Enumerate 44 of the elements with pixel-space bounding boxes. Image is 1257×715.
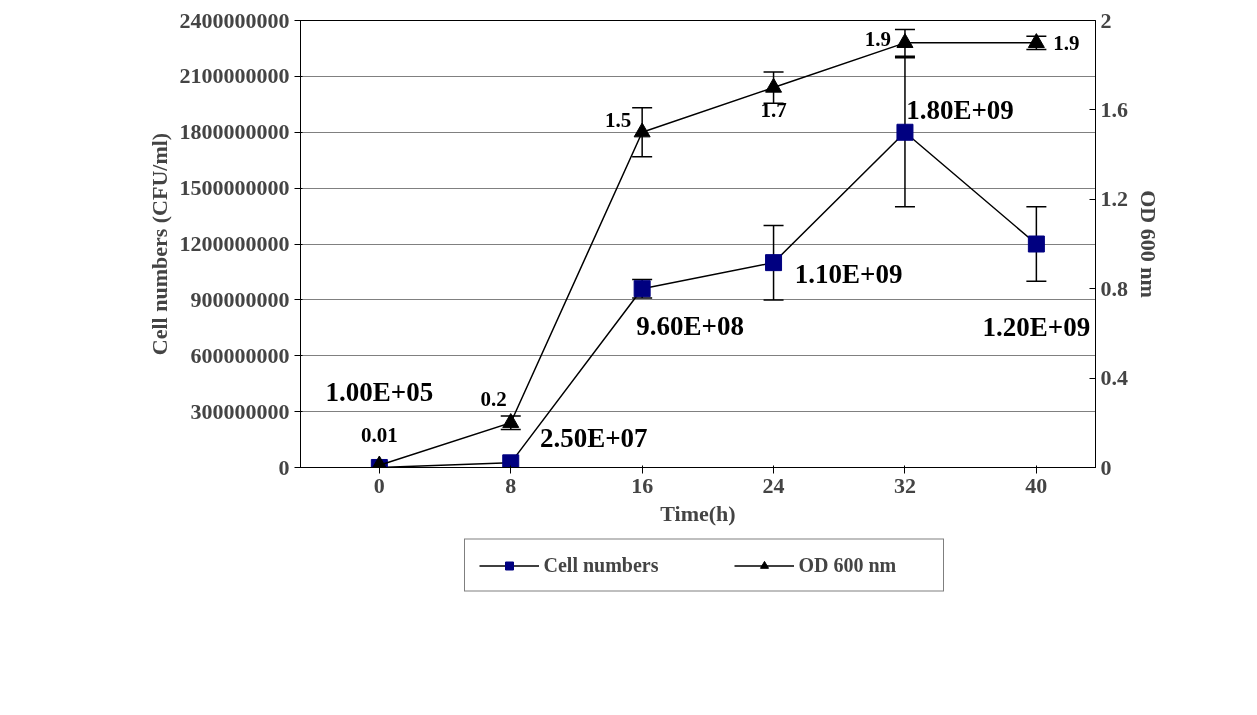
point	[896, 33, 914, 48]
data-label: 1.9	[1053, 30, 1080, 55]
data-label: 0.2	[480, 386, 507, 411]
y2-tick-label: 1.6	[1100, 96, 1128, 122]
y-axis-title: Cell numbers (CFU/ml)	[146, 132, 172, 356]
data-label: 0.01	[360, 423, 398, 448]
x-tick-label: 16	[631, 472, 654, 498]
x-tick-label: 8	[505, 472, 517, 498]
data-label: 1.5	[605, 108, 632, 133]
data-label: 9.60E+08	[636, 310, 744, 341]
y-tick-label: 900000000	[190, 286, 290, 312]
x-tick-label: 40	[1025, 472, 1048, 498]
y2-tick-label: 1.2	[1100, 186, 1128, 212]
y-tick-label: 2100000000	[179, 63, 290, 89]
data-label: 1.9	[864, 26, 892, 51]
y-tick-label: 600000000	[190, 342, 290, 368]
data-label: 1.20E+09	[982, 312, 1091, 342]
x-tick-label: 24	[762, 472, 785, 498]
point	[765, 77, 783, 93]
point	[765, 254, 783, 272]
point	[633, 122, 651, 138]
data-label: 1.10E+09	[794, 258, 903, 289]
y-tick-label: 1500000000	[179, 175, 290, 201]
data-label: 1.00E+05	[325, 377, 434, 408]
y2-tick-label: 0.4	[1100, 365, 1128, 391]
legend-label: OD 600 nm	[798, 553, 898, 577]
point	[1027, 235, 1045, 253]
y-tick-label: 1200000000	[179, 231, 290, 256]
data-label: 1.80E+09	[906, 95, 1014, 126]
y2-axis-title: OD 600 nm	[1136, 190, 1161, 298]
point	[896, 123, 914, 141]
y-tick-label: 300000000	[190, 398, 290, 424]
y2-tick-label: 0	[1100, 454, 1112, 480]
x-axis-title: Time(h)	[660, 500, 736, 526]
y-tick-label: 2400000000	[179, 7, 290, 33]
legend-label: Cell numbers	[543, 553, 660, 577]
y2-tick-label: 0.8	[1100, 275, 1128, 301]
data-label: 2.50E+07	[539, 422, 648, 453]
y-tick-label: 0	[278, 454, 290, 480]
y-tick-label: 1800000000	[179, 119, 290, 145]
x-tick-label: 32	[893, 472, 916, 498]
x-tick-label: 0	[373, 472, 385, 498]
point	[502, 454, 520, 468]
y2-tick-label: 2	[1100, 7, 1112, 33]
